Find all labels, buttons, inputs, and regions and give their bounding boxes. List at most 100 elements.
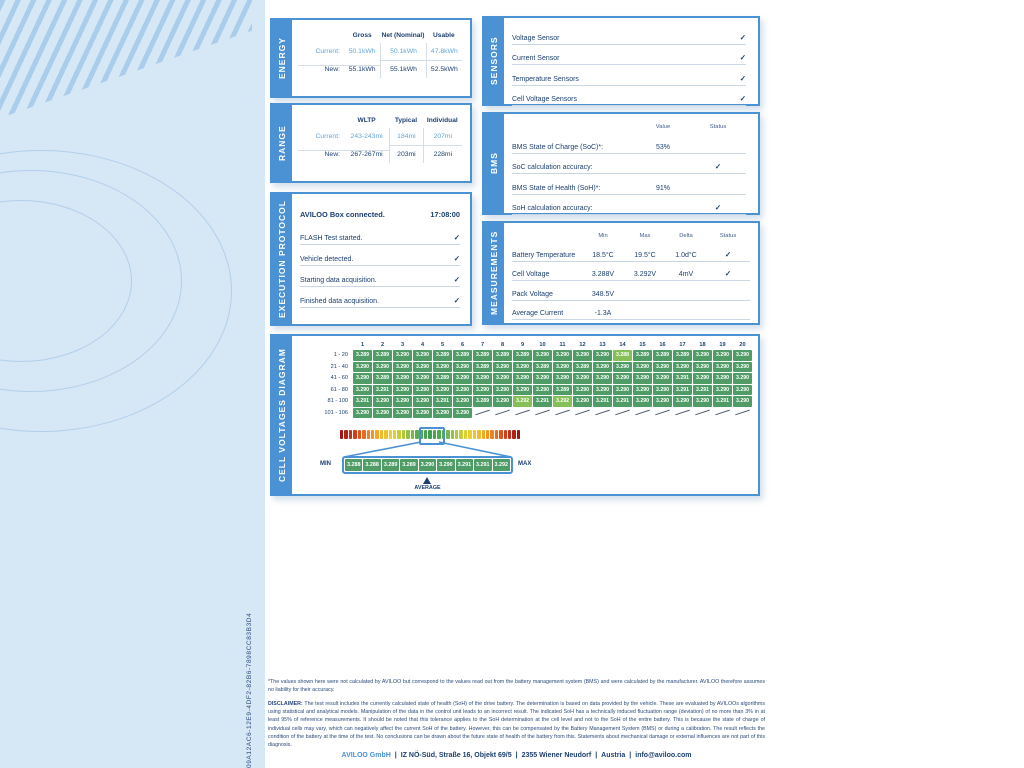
bms-values-footnote: *The values shown here were not calculat… [268,679,765,694]
mini-scale-cell: 3.289 [381,459,400,471]
grid-column-header: 2 [380,342,385,348]
mini-scale-cell: 3.291 [455,459,474,471]
grid-row-label: 61 - 80 [330,386,348,393]
voltage-scale-bar [340,430,521,439]
protocol-item-label: FLASH Test started. [300,235,363,242]
cell-voltage: 3.290 [613,361,632,372]
disclaimer: DISCLAIMER: The test result includes the… [268,700,765,749]
cell-voltage: 3.290 [393,396,412,407]
cell-voltage: 3.290 [573,384,592,395]
cell-voltage: 3.290 [413,384,432,395]
cell-empty-slash [593,408,612,419]
footer-part: 2355 Wiener Neudorf [521,752,592,759]
cell-voltage: 3.290 [593,361,612,372]
cell-empty-slash [713,408,732,419]
scale-segment [357,430,362,439]
cell-voltage: 3.289 [513,350,532,361]
scale-segment [415,430,419,439]
sensor-row: Current Sensor ✓ [512,45,746,65]
cell-voltage: 3.290 [513,361,532,372]
protocol-time: 17:08:00 [430,209,460,219]
scale-segment [388,430,393,439]
cell-voltage: 3.290 [453,373,472,384]
range-panel: RANGE WLTP Typical Individual Current: 243-2… [270,103,472,183]
cell-voltage: 3.290 [453,361,472,372]
value-cell: 50.1kWh [380,43,425,60]
cell-voltage: 3.290 [693,361,712,372]
cell-voltage: 3.290 [693,396,712,407]
cell-voltage: 3.289 [373,350,392,361]
protocol-item: Vehicle detected. ✓ [300,245,460,266]
cell-voltage: 3.290 [733,373,752,384]
cell-voltage: 3.290 [533,373,552,384]
protocol-item: FLASH Test started. ✓ [300,224,460,245]
grid-column-header: 20 [739,342,746,348]
column-header: Status [719,232,737,239]
scale-segment [508,430,512,439]
cell-voltage: 3.290 [653,384,672,395]
cell-voltage: 3.290 [693,350,712,361]
table-row: Current: 50.1kWh 50.1kWh 47.8kWh [298,43,462,60]
grid-column-header: 8 [500,342,505,348]
row-label: New: [298,149,344,158]
column-header: Individual [426,117,458,124]
grid-column-header: 19 [719,342,726,348]
measurement-label: Battery Temperature [512,251,576,259]
cell-voltage: 3.291 [613,396,632,407]
scale-segment [494,430,499,439]
cell-voltage: 3.290 [493,361,512,372]
disclaimer-label: DISCLAIMER: [268,701,303,707]
footer-part: Austria [601,752,626,759]
check-icon: ✓ [724,249,732,259]
check-icon: ✓ [714,162,722,171]
cell-voltage: 3.290 [353,361,372,372]
protocol-item-label: Starting data acquisition. [300,277,377,284]
company-name: AVILOO GmbH [341,752,391,759]
cell-voltage: 3.290 [613,373,632,384]
value-cell: 52.5kWh [425,59,462,78]
measurement-label: Pack Voltage [512,290,553,298]
cell-voltage: 3.290 [573,396,592,407]
left-decor-band [0,0,265,768]
cell-voltage: 3.290 [453,396,472,407]
scale-segment [384,430,388,439]
cell-voltage: 3.289 [573,361,592,372]
check-icon: ✓ [714,203,722,212]
bms-row: BMS State of Charge (SoC)*: 53% [512,133,746,154]
table-row: Current: 243-243mi 184mi 207mi [298,128,462,145]
cell-voltage: 3.290 [393,384,412,395]
bms-label: SoC calculation accuracy: [512,164,593,171]
measurement-row: Pack Voltage 348.5V [512,281,750,301]
cell-voltage: 3.290 [413,396,432,407]
sensors-tab-label: SENSORS [484,18,504,104]
max-label: MAX [518,461,532,467]
check-icon: ✓ [453,275,460,284]
cell-voltage: 3.290 [653,361,672,372]
measurement-value: 3.288V [591,271,615,278]
table-header-row: Gross Net (Nominal) Usable [298,28,462,43]
cell-voltage: 3.290 [433,407,452,418]
report-serial-number: 09A12AC6-12E9-4DF2-82B6-7898CC83B3D4 [246,612,253,768]
cell-voltage: 3.289 [353,350,372,361]
cell-voltage: 3.290 [493,384,512,395]
mini-scale-cell: 3.290 [418,459,437,471]
measurement-label: Cell Voltage [512,271,550,278]
mini-scale-cell: 3.288 [363,459,381,471]
cell-empty-slash [473,408,492,419]
mini-scale-cell: 3.288 [345,459,363,471]
cell-voltage: 3.290 [353,373,372,384]
cell-voltage: 3.290 [373,396,392,407]
disclaimer-text: The test result includes the currently c… [268,701,765,749]
cell-voltage: 3.290 [413,407,432,418]
cell-voltage: 3.290 [373,361,392,372]
cell-voltage: 3.290 [713,350,732,361]
cell-voltage: 3.290 [513,384,532,395]
grid-column-header: 15 [639,342,646,348]
cell-voltage: 3.290 [673,396,692,407]
cell-empty-slash [673,408,692,419]
average-label: AVERAGE [414,485,441,491]
footer-separator: | [629,752,632,759]
measurement-value: 4mV [678,271,694,278]
check-icon: ✓ [739,32,746,42]
cell-voltage: 3.291 [673,384,692,395]
